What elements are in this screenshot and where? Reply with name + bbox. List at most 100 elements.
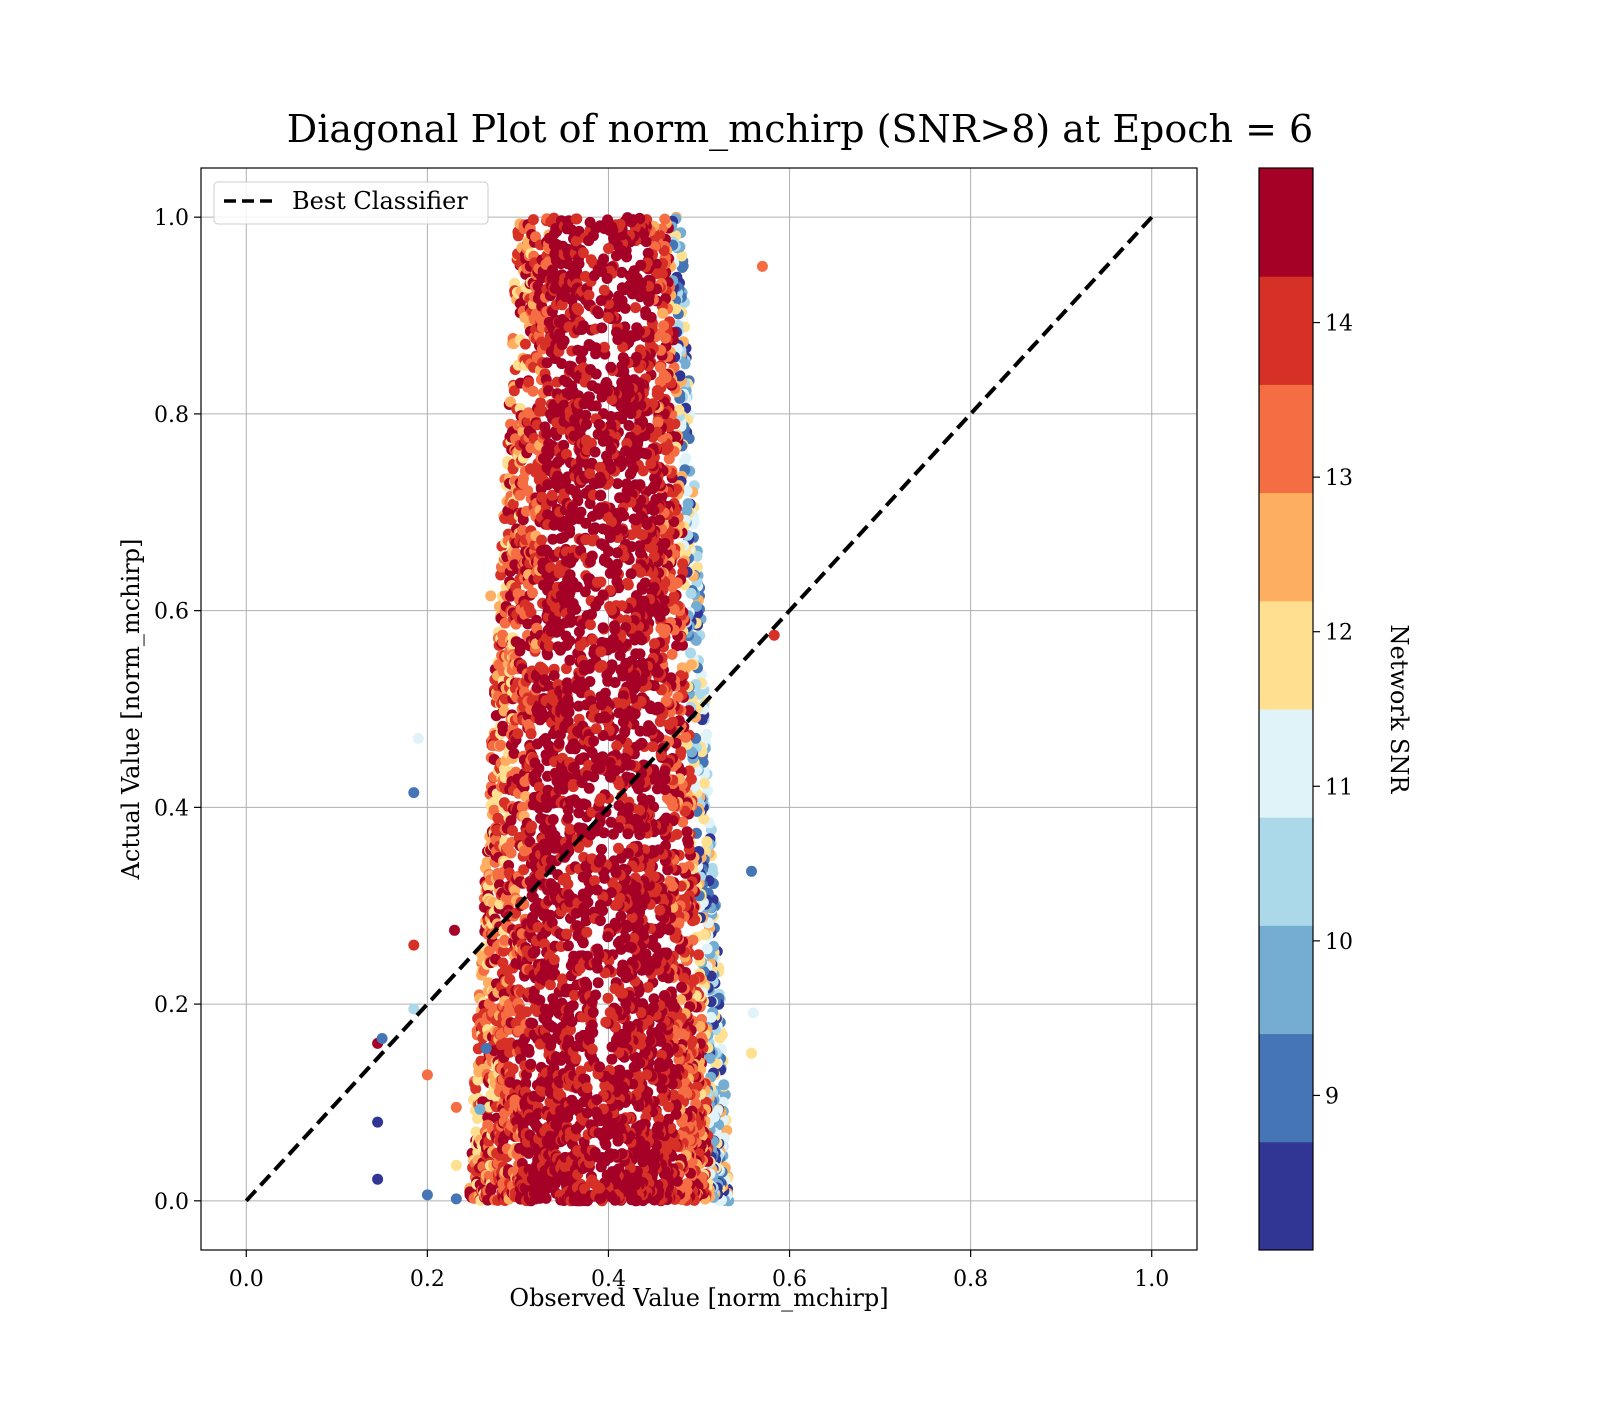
scatter-point [508, 1063, 519, 1074]
scatter-point [495, 740, 506, 751]
scatter-point [657, 308, 668, 319]
scatter-point [652, 783, 663, 794]
scatter-point [526, 728, 537, 739]
scatter-point [640, 306, 651, 317]
scatter-point [613, 843, 624, 854]
scatter-point [536, 535, 547, 546]
scatter-point [706, 1012, 717, 1023]
scatter-point [506, 848, 517, 859]
scatter-point [548, 814, 559, 825]
scatter-point [606, 817, 617, 828]
scatter-point [605, 568, 616, 579]
scatter-point [652, 417, 663, 428]
scatter-point [541, 1193, 552, 1204]
scatter-point [609, 620, 620, 631]
scatter-point [563, 940, 574, 951]
scatter-point [601, 451, 612, 462]
scatter-point [528, 214, 539, 225]
scatter-point [549, 954, 560, 965]
scatter-point [524, 1047, 535, 1058]
scatter-point [605, 1007, 616, 1018]
scatter-point [676, 982, 687, 993]
scatter-point [606, 1054, 617, 1065]
scatter-point [622, 828, 633, 839]
scatter-point [659, 990, 670, 1001]
scatter-point [581, 419, 592, 430]
scatter-point [584, 783, 595, 794]
scatter-point [654, 905, 665, 916]
scatter-point [570, 1053, 581, 1064]
scatter-point [564, 635, 575, 646]
scatter-point [616, 965, 627, 976]
scatter-point [630, 302, 641, 313]
scatter-point [651, 1124, 662, 1135]
scatter-point [685, 648, 696, 659]
scatter-point [526, 821, 537, 832]
scatter-point [699, 778, 710, 789]
scatter-point [515, 643, 526, 654]
scatter-point [681, 505, 692, 516]
scatter-point [614, 492, 625, 503]
scatter-point [520, 339, 531, 350]
scatter-point [573, 305, 584, 316]
scatter-point [559, 335, 570, 346]
scatter-point [609, 983, 620, 994]
scatter-point [637, 793, 648, 804]
scatter-point [574, 258, 585, 269]
scatter-point [667, 649, 678, 660]
scatter-point [603, 243, 614, 254]
scatter-point [652, 389, 663, 400]
chart-title: Diagonal Plot of norm_mchirp (SNR>8) at … [287, 107, 1313, 152]
scatter-point [614, 800, 625, 811]
scatter-point [525, 1059, 536, 1070]
scatter-point [570, 604, 581, 615]
scatter-point [626, 568, 637, 579]
scatter-point [613, 938, 624, 949]
scatter-point [604, 601, 615, 612]
scatter-point [584, 676, 595, 687]
scatter-point [625, 469, 636, 480]
scatter-point [581, 927, 592, 938]
scatter-point [655, 623, 666, 634]
scatter-point [655, 362, 666, 373]
scatter-point [614, 707, 625, 718]
scatter-point [587, 551, 598, 562]
scatter-point [613, 1136, 624, 1147]
scatter-point [608, 829, 619, 840]
scatter-point [611, 327, 622, 338]
scatter-point [585, 619, 596, 630]
scatter-point [659, 214, 670, 225]
scatter-point [576, 507, 587, 518]
scatter-point [607, 1041, 618, 1052]
scatter-point [562, 879, 573, 890]
scatter-point [603, 312, 614, 323]
scatter-point [564, 707, 575, 718]
scatter-point [655, 716, 666, 727]
scatter-point [581, 981, 592, 992]
scatter-point [605, 362, 616, 373]
scatter-point [545, 979, 556, 990]
scatter-point [571, 213, 582, 224]
scatter-point [584, 468, 595, 479]
scatter-point [568, 1000, 579, 1011]
scatter-point [693, 949, 704, 960]
scatter-point [564, 528, 575, 539]
scatter-point [701, 836, 712, 847]
scatter-point [629, 514, 640, 525]
scatter-points [372, 212, 780, 1207]
scatter-point [584, 290, 595, 301]
scatter-point [582, 897, 593, 908]
scatter-point [649, 638, 660, 649]
scatter-point [509, 748, 520, 759]
scatter-point [512, 728, 523, 739]
scatter-point [527, 587, 538, 598]
scatter-point [533, 763, 544, 774]
scatter-point [578, 937, 589, 948]
scatter-point [504, 974, 515, 985]
scatter-point [615, 650, 626, 661]
scatter-point [682, 826, 693, 837]
scatter-point [528, 386, 539, 397]
scatter-point [582, 1082, 593, 1093]
